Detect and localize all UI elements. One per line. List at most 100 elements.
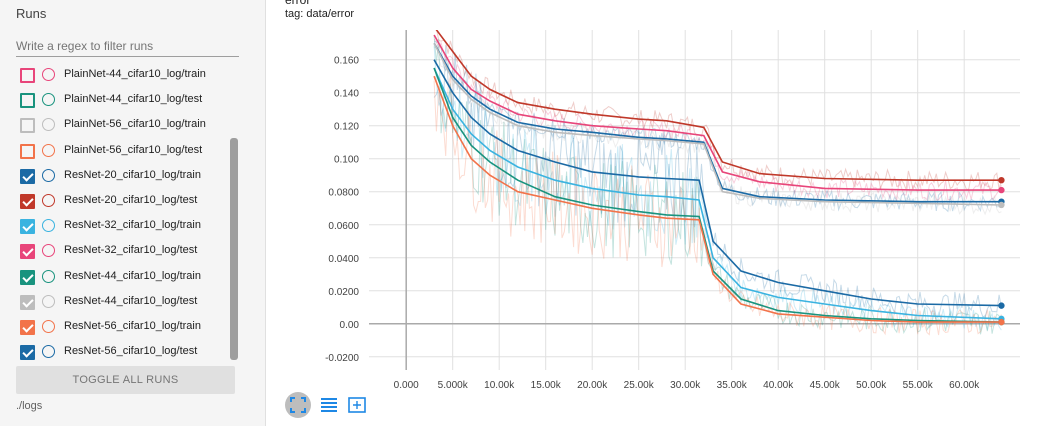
run-radio-icon[interactable] <box>42 68 55 81</box>
x-tick-label: 25.00k <box>624 380 655 391</box>
run-checkbox[interactable] <box>20 68 35 83</box>
x-tick-label: 10.00k <box>484 380 515 391</box>
run-label: PlainNet-56_cifar10_log/train <box>64 118 206 131</box>
run-radio-icon[interactable] <box>42 193 55 207</box>
series-line <box>433 42 1002 203</box>
run-label: ResNet-44_cifar10_log/test <box>64 294 198 307</box>
series-line <box>433 67 1002 323</box>
x-tick-label: 15.00k <box>531 380 562 391</box>
run-row[interactable]: PlainNet-56_cifar10_log/train <box>0 113 236 138</box>
run-label: ResNet-56_cifar10_log/test <box>64 345 198 358</box>
y-tick-label: 0.0600 <box>328 221 359 232</box>
run-radio-icon[interactable] <box>42 244 55 258</box>
y-tick-label: 0.0200 <box>328 287 359 298</box>
run-row[interactable]: PlainNet-44_cifar10_log/train <box>0 63 236 88</box>
series-raw-line <box>434 41 1002 213</box>
series-raw-line <box>436 30 1002 192</box>
run-radio-icon[interactable] <box>42 219 55 233</box>
run-label: ResNet-56_cifar10_log/train <box>64 319 201 332</box>
run-row[interactable]: ResNet-56_cifar10_log/test <box>0 340 236 365</box>
run-checkbox[interactable] <box>20 168 35 184</box>
series-line <box>435 30 1002 181</box>
series-end-point <box>998 176 1005 184</box>
run-checkbox[interactable] <box>20 269 35 285</box>
run-row[interactable]: ResNet-44_cifar10_log/train <box>0 265 236 290</box>
run-label: PlainNet-56_cifar10_log/test <box>64 143 203 156</box>
runs-sidebar: Runs PlainNet-44_cifar10_log/trainPlainN… <box>0 0 266 426</box>
error-chart[interactable]: 0.000 5.000k 10.00k 15.00k 20.00k 25.00k 30.00… <box>275 28 1025 398</box>
x-tick-label: 5.000k <box>438 380 469 391</box>
run-label: ResNet-32_cifar10_log/test <box>64 244 198 257</box>
run-checkbox[interactable] <box>20 294 35 310</box>
series-raw-line <box>433 45 1002 319</box>
y-tick-label: -0.0200 <box>325 353 359 364</box>
toggle-all-runs-button[interactable]: TOGGLE ALL RUNS <box>16 366 235 394</box>
x-tick-label: 55.00k <box>903 380 934 391</box>
run-row[interactable]: ResNet-44_cifar10_log/test <box>0 290 236 315</box>
runs-title: Runs <box>16 6 47 21</box>
run-radio-icon[interactable] <box>42 319 55 333</box>
run-row[interactable]: ResNet-32_cifar10_log/train <box>0 214 236 239</box>
run-checkbox[interactable] <box>20 143 35 159</box>
y-tick-label: 0.0800 <box>328 188 359 199</box>
run-radio-icon[interactable] <box>42 143 55 157</box>
series-line <box>433 59 1002 307</box>
run-checkbox[interactable] <box>20 244 35 260</box>
run-checkbox[interactable] <box>20 319 35 335</box>
x-tick-label: 45.00k <box>810 380 841 391</box>
y-tick-label: 0.00 <box>340 320 360 331</box>
run-row[interactable]: PlainNet-44_cifar10_log/test <box>0 88 236 113</box>
x-tick-label: 40.00k <box>763 380 794 391</box>
log-directory: ./logs <box>16 400 43 412</box>
run-filter-input[interactable] <box>16 36 239 57</box>
series-line <box>433 67 1002 320</box>
series-end-point <box>998 201 1005 209</box>
y-tick-label: 0.100 <box>334 155 359 166</box>
run-radio-icon[interactable] <box>42 294 55 308</box>
series-line <box>433 42 1002 206</box>
run-label: PlainNet-44_cifar10_log/train <box>64 68 206 80</box>
x-tick-label: 20.00k <box>577 380 608 391</box>
series-raw-line <box>433 35 1002 335</box>
series-raw-line <box>433 45 1002 331</box>
run-checkbox[interactable] <box>20 219 35 235</box>
fit-domain-icon[interactable] <box>344 392 370 418</box>
run-row[interactable]: ResNet-32_cifar10_log/test <box>0 239 236 264</box>
series-raw-line <box>433 44 1002 216</box>
run-row[interactable]: ResNet-20_cifar10_log/train <box>0 164 236 189</box>
y-tick-label: 0.140 <box>334 89 359 100</box>
fit-expand-icon[interactable] <box>285 392 311 418</box>
run-checkbox[interactable] <box>20 118 35 134</box>
y-tick-label: 0.120 <box>334 122 359 133</box>
run-list-scrollbar[interactable] <box>230 138 238 360</box>
run-radio-icon[interactable] <box>42 118 55 132</box>
x-tick-label: 0.000 <box>394 380 419 391</box>
run-label: ResNet-20_cifar10_log/train <box>64 168 201 181</box>
run-list: PlainNet-44_cifar10_log/train PlainNet-44… <box>0 63 236 365</box>
run-checkbox[interactable] <box>20 193 35 209</box>
series-end-point <box>998 318 1005 326</box>
y-tick-label: 0.0400 <box>328 254 359 265</box>
run-radio-icon[interactable] <box>42 93 55 107</box>
chart-tag: tag: data/error <box>285 8 355 20</box>
run-label: ResNet-32_cifar10_log/train <box>64 219 201 232</box>
run-radio-icon[interactable] <box>42 168 55 182</box>
run-row[interactable]: PlainNet-56_cifar10_log/test <box>0 139 236 164</box>
run-checkbox[interactable] <box>20 93 35 109</box>
series-end-point <box>998 186 1005 194</box>
run-label: ResNet-20_cifar10_log/test <box>64 193 198 206</box>
x-tick-label: 30.00k <box>670 380 701 391</box>
y-tick-label: 0.160 <box>334 56 359 67</box>
lines-icon[interactable] <box>316 392 342 418</box>
series-end-point <box>998 302 1005 309</box>
run-radio-icon[interactable] <box>42 269 55 283</box>
x-tick-label: 60.00k <box>949 380 980 391</box>
run-row[interactable]: ResNet-20_cifar10_log/test <box>0 189 236 214</box>
run-row[interactable]: ResNet-56_cifar10_log/train <box>0 315 236 340</box>
run-radio-icon[interactable] <box>42 345 55 359</box>
chart-title: error <box>285 0 311 7</box>
run-label: ResNet-44_cifar10_log/train <box>64 269 201 282</box>
run-label: PlainNet-44_cifar10_log/test <box>64 93 203 106</box>
run-checkbox[interactable] <box>20 345 35 361</box>
series-line <box>433 34 1002 191</box>
